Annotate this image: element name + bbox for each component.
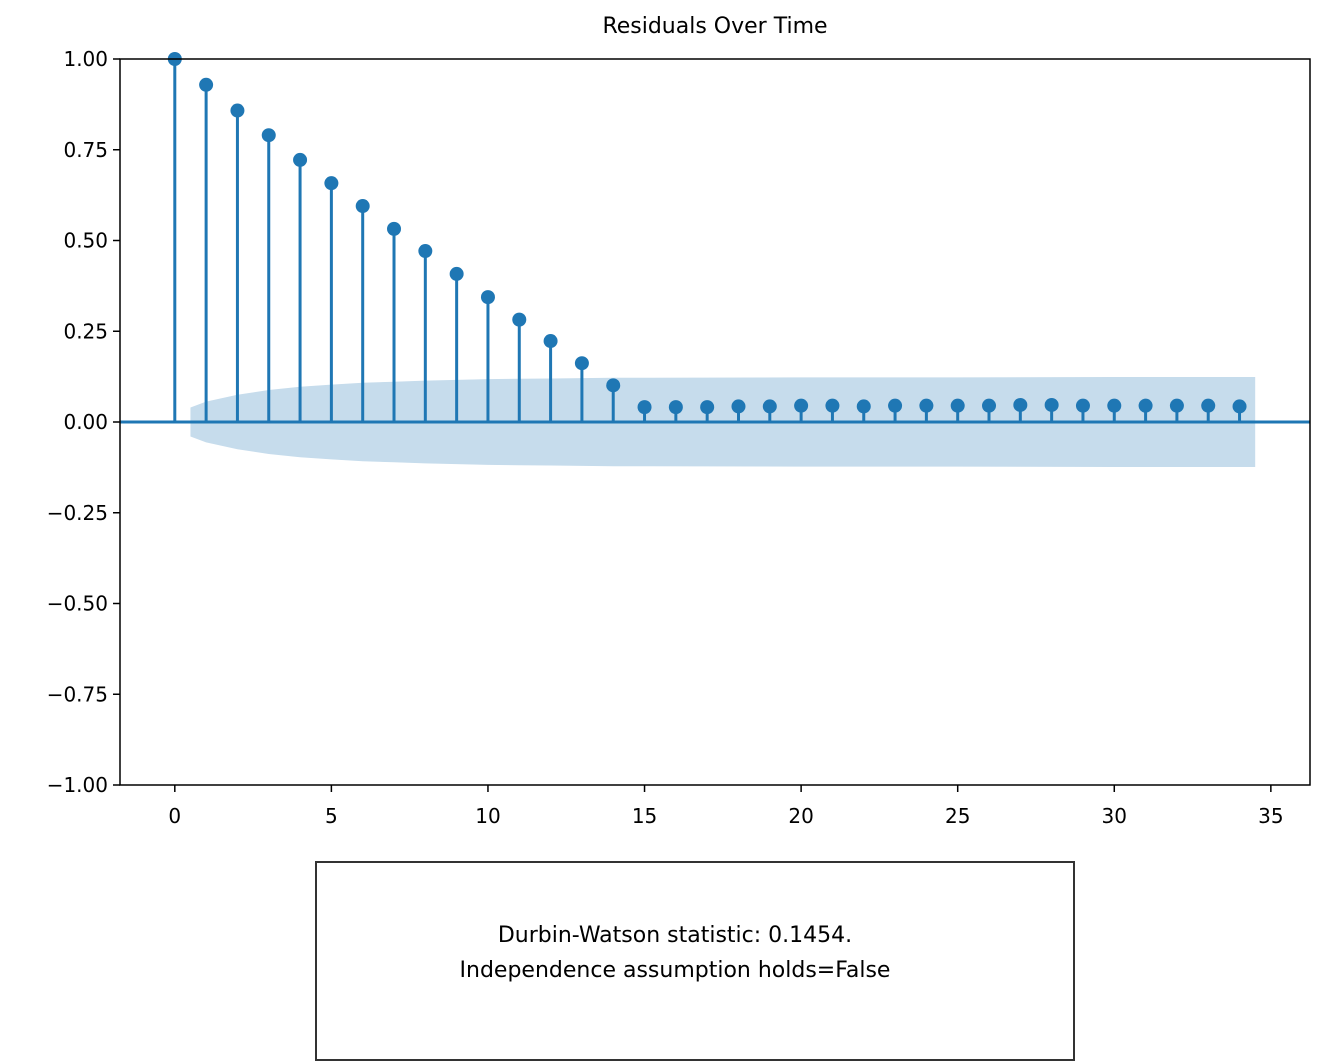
marker-lag-20 <box>794 398 809 413</box>
marker-lag-19 <box>762 399 777 414</box>
marker-lag-5 <box>324 176 339 191</box>
chart-title: Residuals Over Time <box>602 14 828 39</box>
markers-layer <box>167 52 1247 415</box>
y-tick-label-5: 0.25 <box>63 319 108 343</box>
x-tick-label-20: 20 <box>788 804 813 828</box>
marker-lag-17 <box>700 400 715 415</box>
marker-lag-1 <box>199 77 214 92</box>
marker-lag-13 <box>574 356 589 371</box>
marker-lag-29 <box>1075 398 1090 413</box>
y-tick-label-0: −1.00 <box>47 773 108 797</box>
marker-lag-26 <box>982 398 997 413</box>
y-tick-label-4: 0.00 <box>63 410 108 434</box>
marker-lag-22 <box>856 399 871 414</box>
marker-lag-25 <box>950 398 965 413</box>
acf-chart: 0 5 10 15 20 25 30 35 −1.00 −0.75 −0.50 −0.25 0.00 0.… <box>47 47 1311 828</box>
x-tick-label-35: 35 <box>1258 804 1283 828</box>
x-tick-label-5: 5 <box>325 804 338 828</box>
x-tick-label-25: 25 <box>945 804 970 828</box>
durbin-watson-statistic-text: Durbin-Watson statistic: 0.1454. <box>497 923 853 948</box>
y-tick-label-6: 0.50 <box>63 229 108 253</box>
marker-lag-32 <box>1169 398 1184 413</box>
x-tick-label-15: 15 <box>632 804 657 828</box>
marker-lag-24 <box>919 398 934 413</box>
marker-lag-14 <box>606 378 621 393</box>
marker-lag-34 <box>1232 399 1247 414</box>
independence-assumption-text: Independence assumption holds=False <box>459 958 891 983</box>
marker-lag-16 <box>668 400 683 415</box>
y-tick-label-7: 0.75 <box>63 138 108 162</box>
stems-layer <box>173 59 1242 422</box>
marker-lag-7 <box>387 221 402 236</box>
marker-lag-33 <box>1201 398 1216 413</box>
y-tick-label-8: 1.00 <box>63 47 108 71</box>
marker-lag-30 <box>1107 398 1122 413</box>
marker-lag-12 <box>543 334 558 349</box>
durbin-watson-note-box: Durbin-Watson statistic: 0.1454. Indepen… <box>315 861 1075 1061</box>
marker-lag-11 <box>512 312 527 327</box>
marker-lag-18 <box>731 399 746 414</box>
y-tick-label-1: −0.75 <box>47 682 108 706</box>
marker-lag-4 <box>293 152 308 167</box>
y-tick-label-3: −0.25 <box>47 501 108 525</box>
axes-layer: 0 5 10 15 20 25 30 35 −1.00 −0.75 −0.50 −0.25 0.00 0.… <box>47 47 1311 828</box>
marker-lag-6 <box>355 199 370 214</box>
marker-lag-31 <box>1138 398 1153 413</box>
marker-lag-21 <box>825 398 840 413</box>
marker-lag-8 <box>418 244 433 259</box>
marker-lag-9 <box>449 266 464 281</box>
marker-lag-15 <box>637 400 652 415</box>
y-tick-label-2: −0.50 <box>47 592 108 616</box>
marker-lag-28 <box>1044 397 1059 412</box>
marker-lag-23 <box>888 398 903 413</box>
x-tick-label-10: 10 <box>475 804 500 828</box>
x-tick-label-30: 30 <box>1102 804 1127 828</box>
marker-lag-10 <box>480 290 495 305</box>
x-tick-label-0: 0 <box>168 804 181 828</box>
marker-lag-3 <box>261 128 276 143</box>
marker-lag-27 <box>1013 397 1028 412</box>
marker-lag-2 <box>230 103 245 118</box>
